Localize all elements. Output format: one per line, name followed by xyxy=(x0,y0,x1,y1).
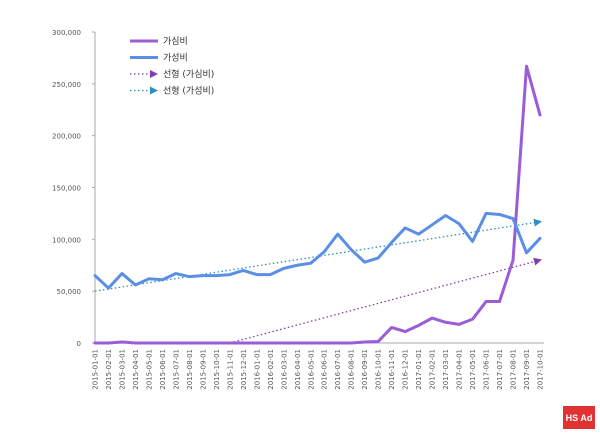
x-tick-label: 2017-07-01 xyxy=(496,349,504,390)
x-tick-label: 2017-08-01 xyxy=(510,349,518,390)
x-tick-label: 2017-02-01 xyxy=(429,349,437,390)
x-tick-label: 2016-05-01 xyxy=(307,349,315,390)
x-tick-label: 2015-03-01 xyxy=(118,349,126,390)
x-tick-label: 2016-03-01 xyxy=(280,349,288,390)
y-tick-label: 150,000 xyxy=(52,185,81,193)
x-tick-label: 2016-04-01 xyxy=(294,349,302,390)
x-tick-label: 2017-10-01 xyxy=(537,349,545,390)
y-tick-label: 50,000 xyxy=(57,288,82,296)
x-tick-label: 2016-08-01 xyxy=(348,349,356,390)
legend-label: 가성비 xyxy=(163,53,188,64)
series-line-gasimbi xyxy=(93,64,542,345)
x-tick-label: 2016-06-01 xyxy=(321,349,329,390)
x-tick-label: 2016-10-01 xyxy=(375,349,383,390)
x-tick-label: 2016-11-01 xyxy=(388,349,396,390)
series-line-gaseongbi xyxy=(93,211,542,290)
hs-ad-logo: HS Ad xyxy=(563,406,595,429)
x-tick-label: 2015-08-01 xyxy=(186,349,194,390)
legend-label: 가심비 xyxy=(163,36,188,47)
x-tick-label: 2015-06-01 xyxy=(159,349,167,390)
y-tick-label: 300,000 xyxy=(52,29,81,37)
legend-label: 선형 (가성비) xyxy=(163,86,214,97)
x-tick-label: 2017-05-01 xyxy=(469,349,477,390)
x-tick-label: 2016-07-01 xyxy=(334,349,342,390)
x-tick-label: 2015-04-01 xyxy=(132,349,140,390)
x-tick-label: 2015-02-01 xyxy=(105,349,113,390)
legend-label: 선형 (가심비) xyxy=(163,69,214,80)
x-tick-label: 2015-01-01 xyxy=(92,349,100,390)
y-tick-label: 200,000 xyxy=(52,133,81,141)
x-tick-label: 2015-05-01 xyxy=(145,349,153,390)
x-tick-label: 2015-09-01 xyxy=(199,349,207,390)
x-tick-label: 2017-04-01 xyxy=(456,349,464,390)
y-tick-label: 250,000 xyxy=(52,81,81,89)
y-tick-label: 0 xyxy=(77,340,81,348)
x-tick-label: 2017-06-01 xyxy=(483,349,491,390)
x-tick-label: 2016-02-01 xyxy=(267,349,275,390)
x-tick-label: 2017-01-01 xyxy=(415,349,423,390)
x-tick-label: 2017-09-01 xyxy=(523,349,531,390)
x-tick-label: 2016-01-01 xyxy=(253,349,261,390)
x-tick-label: 2015-12-01 xyxy=(240,349,248,390)
x-tick-label: 2016-12-01 xyxy=(402,349,410,390)
x-tick-label: 2015-11-01 xyxy=(226,349,234,390)
x-tick-label: 2017-03-01 xyxy=(442,349,450,390)
y-tick-label: 100,000 xyxy=(52,236,81,244)
x-tick-label: 2016-09-01 xyxy=(361,349,369,390)
x-tick-label: 2015-07-01 xyxy=(172,349,180,390)
trendline-gasimbi xyxy=(229,257,542,344)
x-tick-label: 2015-10-01 xyxy=(213,349,221,390)
